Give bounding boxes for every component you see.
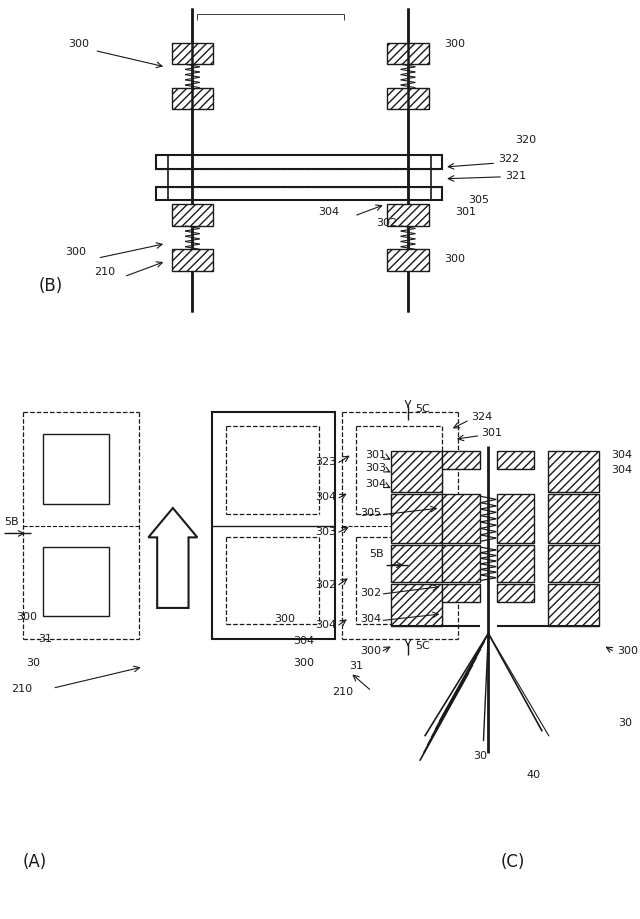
Bar [548, 494, 599, 544]
Text: 301: 301 [365, 449, 387, 460]
Text: 302: 302 [360, 587, 381, 597]
Text: (A): (A) [23, 852, 47, 869]
Text: 304: 304 [611, 464, 632, 474]
Bar [497, 494, 534, 544]
Text: (C): (C) [501, 852, 525, 869]
Text: 304: 304 [318, 207, 339, 217]
Bar [387, 250, 429, 272]
Bar [391, 451, 442, 493]
Text: 304: 304 [611, 449, 632, 460]
Text: 304: 304 [316, 492, 337, 502]
Text: 30: 30 [474, 750, 488, 760]
FancyArrow shape [148, 508, 197, 608]
Text: 302: 302 [316, 580, 337, 590]
Text: 300: 300 [16, 611, 37, 621]
Text: 304: 304 [293, 636, 314, 645]
Bar [391, 584, 442, 626]
Text: 31: 31 [38, 633, 52, 643]
Bar [497, 584, 534, 602]
Text: 301: 301 [455, 207, 476, 217]
Text: 303: 303 [316, 526, 337, 536]
Bar [387, 205, 429, 227]
Text: 210: 210 [95, 267, 116, 277]
Bar [442, 584, 479, 602]
Bar [172, 43, 213, 65]
Text: 300: 300 [65, 247, 86, 257]
Text: 300: 300 [68, 39, 89, 49]
Text: 301: 301 [481, 427, 502, 437]
Text: 30: 30 [26, 657, 40, 667]
Text: 324: 324 [472, 412, 493, 422]
Bar [172, 88, 213, 110]
Bar [442, 494, 479, 544]
Bar [442, 451, 479, 470]
Text: 210: 210 [11, 684, 32, 694]
Text: 304: 304 [365, 478, 387, 488]
Text: 303: 303 [365, 462, 387, 472]
Bar [391, 494, 442, 544]
Bar [212, 413, 335, 640]
Text: 5B: 5B [4, 516, 19, 527]
Text: 300: 300 [293, 657, 314, 667]
Text: 305: 305 [468, 195, 489, 205]
Text: 300: 300 [617, 645, 637, 655]
Bar [497, 451, 534, 470]
Text: 321: 321 [505, 171, 526, 181]
Text: 323: 323 [316, 457, 337, 467]
Text: 304: 304 [316, 618, 337, 629]
Bar [442, 546, 479, 583]
Text: 30: 30 [619, 717, 633, 727]
Text: 300: 300 [274, 613, 295, 623]
Bar [172, 205, 213, 227]
Text: 300: 300 [360, 645, 381, 655]
Text: 5B: 5B [369, 549, 383, 559]
Text: 300: 300 [444, 254, 465, 264]
Text: 300: 300 [444, 39, 465, 49]
Bar [548, 584, 599, 626]
Bar [42, 434, 109, 505]
Text: (B): (B) [38, 277, 63, 294]
Bar [42, 548, 109, 616]
Text: 302: 302 [377, 218, 398, 228]
Bar [391, 546, 442, 583]
Bar [548, 546, 599, 583]
Text: 31: 31 [349, 660, 364, 670]
Bar [156, 156, 442, 170]
Text: 40: 40 [527, 769, 541, 779]
Text: 5C: 5C [415, 641, 429, 651]
Bar [548, 451, 599, 493]
Text: 305: 305 [360, 507, 381, 517]
Bar [387, 43, 429, 65]
Text: 304: 304 [360, 613, 381, 623]
Bar [387, 88, 429, 110]
Text: 210: 210 [333, 686, 354, 697]
Text: 322: 322 [498, 154, 520, 164]
Bar [156, 187, 442, 201]
Text: 320: 320 [515, 134, 536, 144]
Bar [172, 250, 213, 272]
Text: 5C: 5C [415, 403, 429, 414]
Bar [497, 546, 534, 583]
